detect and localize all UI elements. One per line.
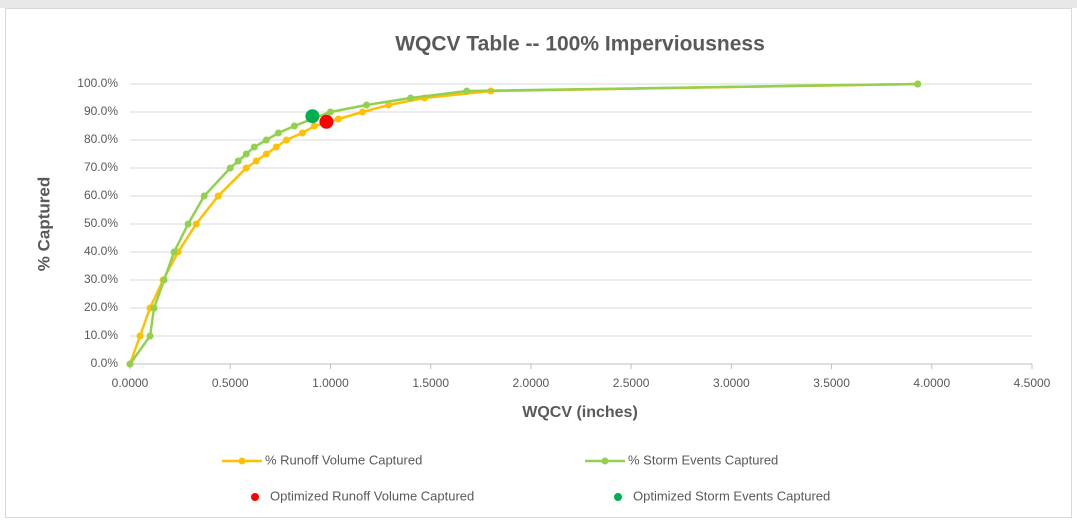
point: [262, 136, 270, 144]
optimized-point: [305, 109, 320, 124]
point: [234, 157, 242, 165]
y-tick-label: 10.0%: [84, 328, 118, 342]
point: [298, 129, 306, 137]
point: [226, 164, 234, 172]
legend-marker: [614, 493, 622, 501]
y-tick-label: 20.0%: [84, 300, 118, 314]
y-tick-label: 60.0%: [84, 188, 118, 202]
top-band: [0, 0, 1077, 8]
point: [146, 332, 154, 340]
y-tick-label: 0.0%: [91, 356, 119, 370]
point: [290, 122, 298, 130]
x-tick-label: 1.5000: [412, 376, 449, 390]
point: [136, 332, 144, 340]
point: [214, 192, 222, 200]
y-axis-title: % Captured: [34, 177, 53, 271]
point: [326, 108, 334, 116]
point: [385, 101, 393, 109]
x-tick-label: 0.5000: [212, 376, 249, 390]
point: [262, 150, 270, 158]
y-tick-label: 80.0%: [84, 132, 118, 146]
optimized-point: [319, 114, 334, 129]
point: [914, 80, 922, 88]
y-tick-label: 70.0%: [84, 160, 118, 174]
legend-label: Optimized Runoff Volume Captured: [270, 488, 474, 503]
chart-title: WQCV Table -- 100% Imperviousness: [395, 33, 765, 56]
x-axis-title: WQCV (inches): [522, 404, 638, 421]
legend-label: % Runoff Volume Captured: [265, 452, 422, 467]
point: [407, 94, 415, 102]
y-tick-label: 100.0%: [77, 76, 118, 90]
y-tick-label: 90.0%: [84, 104, 118, 118]
point: [359, 108, 367, 116]
legend-label: % Storm Events Captured: [628, 452, 778, 467]
point: [160, 276, 168, 284]
x-tick-label: 3.0000: [713, 376, 750, 390]
x-tick-label: 0.0000: [112, 376, 149, 390]
point: [170, 248, 178, 256]
point: [363, 101, 371, 109]
point: [242, 164, 250, 172]
point: [192, 220, 200, 228]
point: [252, 157, 260, 165]
point: [126, 360, 134, 368]
y-tick-label: 50.0%: [84, 216, 118, 230]
legend-marker: [238, 457, 246, 465]
chart-area: [5, 8, 1072, 518]
point: [200, 192, 208, 200]
point: [272, 143, 280, 151]
x-tick-label: 2.5000: [613, 376, 650, 390]
point: [250, 143, 258, 151]
point: [282, 136, 290, 144]
point: [334, 115, 342, 123]
x-tick-label: 4.5000: [1014, 376, 1051, 390]
point: [242, 150, 250, 158]
point: [463, 87, 471, 95]
x-tick-label: 4.0000: [913, 376, 950, 390]
x-tick-label: 3.5000: [813, 376, 850, 390]
legend-marker: [251, 493, 259, 501]
point: [310, 122, 318, 130]
legend-marker: [601, 457, 609, 465]
x-tick-label: 1.0000: [312, 376, 349, 390]
y-tick-label: 30.0%: [84, 272, 118, 286]
point: [150, 304, 158, 312]
point: [274, 129, 282, 137]
y-tick-label: 40.0%: [84, 244, 118, 258]
legend-label: Optimized Storm Events Captured: [633, 488, 830, 503]
x-tick-label: 2.0000: [513, 376, 550, 390]
point: [184, 220, 192, 228]
